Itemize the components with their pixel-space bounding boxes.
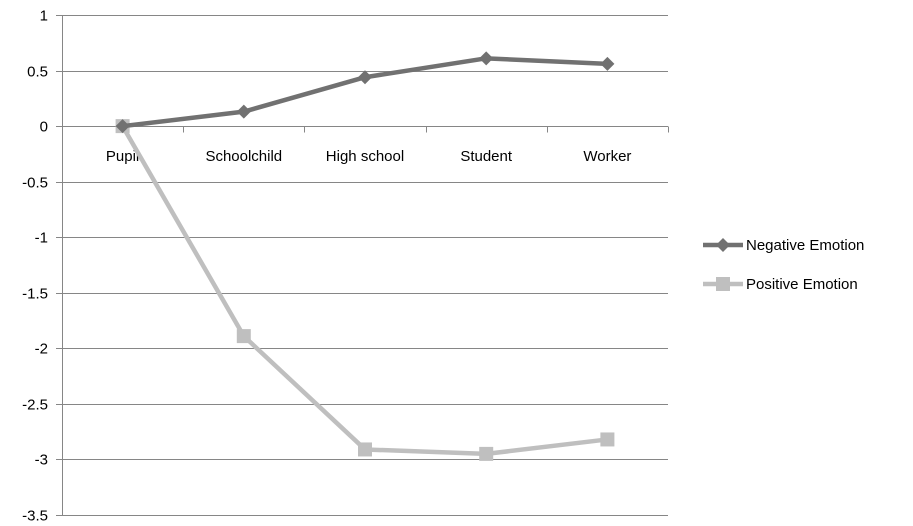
x-axis-category-labels: Pupil Schoolchild High school Student Worker bbox=[106, 148, 632, 165]
series-positive-emotion bbox=[115, 119, 615, 461]
gridlines bbox=[62, 15, 668, 516]
y-tick-label: 1 bbox=[40, 8, 48, 25]
series-lines bbox=[115, 51, 615, 461]
axes bbox=[56, 15, 669, 516]
legend: Negative Emotion Positive Emotion bbox=[703, 237, 864, 293]
y-tick-label: -1.5 bbox=[22, 286, 48, 303]
series-negative-emotion bbox=[115, 51, 615, 134]
y-tick-label: -2.5 bbox=[22, 397, 48, 414]
y-tick-label: -2 bbox=[35, 341, 48, 358]
x-category-label: Pupil bbox=[106, 148, 139, 165]
y-tick-label: 0.5 bbox=[27, 64, 48, 81]
data-point-square bbox=[236, 329, 251, 344]
y-tick-label: -3.5 bbox=[22, 508, 48, 525]
data-point-square bbox=[358, 442, 372, 457]
data-point-diamond bbox=[479, 51, 494, 66]
legend-item: Positive Emotion bbox=[703, 276, 858, 293]
data-point-diamond bbox=[115, 119, 130, 134]
y-tick-label: -3 bbox=[35, 452, 48, 469]
x-category-label: High school bbox=[326, 148, 404, 165]
legend-marker-diamond bbox=[716, 238, 730, 252]
y-axis-tick-labels: 1 0.5 0 -0.5 -1 -1.5 -2 -2.5 -3 -3.5 bbox=[22, 8, 48, 525]
series-line bbox=[122, 56, 608, 129]
legend-label: Negative Emotion bbox=[746, 237, 864, 254]
y-tick-label: -0.5 bbox=[22, 175, 48, 192]
data-point-diamond bbox=[358, 70, 372, 85]
x-category-label: Student bbox=[460, 148, 513, 165]
legend-label: Positive Emotion bbox=[746, 276, 858, 293]
data-point-square bbox=[479, 446, 494, 461]
legend-marker-square bbox=[716, 277, 730, 291]
data-point-square bbox=[600, 432, 615, 447]
y-tick-label: -1 bbox=[35, 230, 48, 247]
legend-item: Negative Emotion bbox=[703, 237, 864, 254]
data-point-diamond bbox=[600, 56, 615, 71]
x-category-label: Worker bbox=[583, 148, 631, 165]
data-point-diamond bbox=[236, 104, 251, 119]
x-category-label: Schoolchild bbox=[205, 148, 282, 165]
y-tick-label: 0 bbox=[40, 119, 48, 136]
